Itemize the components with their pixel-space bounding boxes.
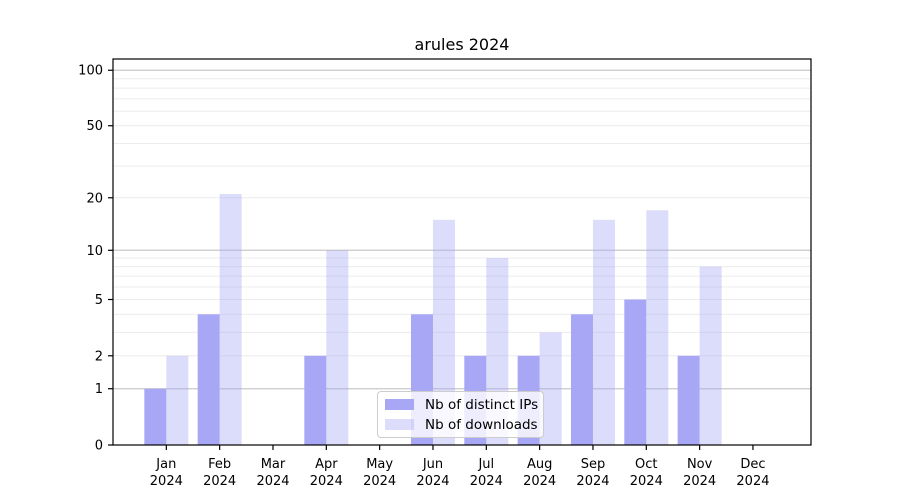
bar-distinct-ips-Nov bbox=[677, 355, 700, 445]
legend-swatch-downloads bbox=[385, 419, 414, 430]
legend: Nb of distinct IPs Nb of downloads bbox=[377, 391, 544, 438]
x-tick-label-year: 2024 bbox=[683, 474, 716, 489]
x-tick-label-month: Jan bbox=[155, 457, 176, 472]
legend-item-distinct-ips: Nb of distinct IPs bbox=[385, 396, 539, 413]
bar-downloads-Aug bbox=[539, 332, 562, 445]
bar-distinct-ips-Jan bbox=[144, 388, 167, 445]
bar-downloads-Jun bbox=[432, 219, 455, 445]
plot-border bbox=[112, 58, 812, 446]
y-tick-label: 10 bbox=[86, 244, 103, 259]
x-tick-label-year: 2024 bbox=[523, 474, 556, 489]
bar-distinct-ips-Sep bbox=[570, 314, 593, 445]
legend-item-downloads: Nb of downloads bbox=[385, 416, 538, 433]
x-tick-label-month: Jul bbox=[477, 457, 494, 472]
x-tick-label-year: 2024 bbox=[203, 474, 236, 489]
bar-distinct-ips-Feb bbox=[197, 314, 220, 445]
y-tick-label: 0 bbox=[95, 439, 103, 454]
x-tick-label-month: Aug bbox=[527, 457, 552, 472]
x-tick-label-month: Oct bbox=[635, 457, 657, 472]
y-tick-label: 50 bbox=[86, 119, 103, 134]
legend-label-distinct-ips: Nb of distinct IPs bbox=[425, 396, 539, 413]
x-tick-label-year: 2024 bbox=[576, 474, 609, 489]
bar-downloads-Feb bbox=[219, 194, 242, 445]
x-tick-label-month: Mar bbox=[261, 457, 286, 472]
bar-distinct-ips-Apr bbox=[304, 355, 327, 445]
x-tick-label-year: 2024 bbox=[310, 474, 343, 489]
bar-downloads-Sep bbox=[592, 219, 615, 445]
x-tick-label-year: 2024 bbox=[363, 474, 396, 489]
chart-title: arules 2024 bbox=[414, 35, 510, 54]
x-tick-label-month: Jun bbox=[422, 457, 443, 472]
x-tick-label-month: Sep bbox=[581, 457, 606, 472]
y-tick-label: 100 bbox=[78, 64, 103, 79]
x-tick-label-year: 2024 bbox=[736, 474, 769, 489]
x-tick-label-month: Feb bbox=[208, 457, 231, 472]
bar-downloads-Nov bbox=[699, 266, 722, 445]
y-tick-label: 20 bbox=[86, 191, 103, 206]
bar-downloads-Jan bbox=[166, 355, 189, 445]
y-tick-label: 5 bbox=[95, 293, 103, 308]
y-tick-label: 1 bbox=[95, 382, 103, 397]
bar-downloads-Oct bbox=[646, 210, 669, 445]
bar-distinct-ips-Oct bbox=[624, 299, 647, 445]
legend-label-downloads: Nb of downloads bbox=[425, 416, 538, 433]
x-tick-label-month: Nov bbox=[687, 457, 713, 472]
x-tick-label-year: 2024 bbox=[256, 474, 289, 489]
x-tick-label-year: 2024 bbox=[630, 474, 663, 489]
x-tick-label-month: May bbox=[366, 457, 393, 472]
y-tick-label: 2 bbox=[95, 349, 103, 364]
bar-downloads-Apr bbox=[326, 250, 349, 445]
x-tick-label-year: 2024 bbox=[416, 474, 449, 489]
legend-swatch-distinct-ips bbox=[385, 399, 414, 410]
x-tick-label-year: 2024 bbox=[470, 474, 503, 489]
x-tick-label-month: Apr bbox=[315, 457, 338, 472]
x-tick-label-month: Dec bbox=[740, 457, 765, 472]
x-tick-label-year: 2024 bbox=[150, 474, 183, 489]
